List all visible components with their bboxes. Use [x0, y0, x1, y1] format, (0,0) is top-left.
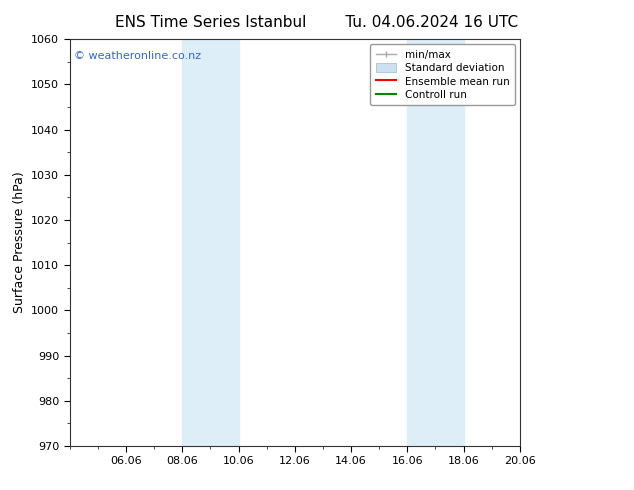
Text: ENS Time Series Istanbul        Tu. 04.06.2024 16 UTC: ENS Time Series Istanbul Tu. 04.06.2024 …: [115, 15, 519, 30]
Bar: [407, 39, 463, 446]
Bar: [183, 39, 238, 446]
Text: © weatheronline.co.nz: © weatheronline.co.nz: [74, 51, 202, 61]
Legend: min/max, Standard deviation, Ensemble mean run, Controll run: min/max, Standard deviation, Ensemble me…: [370, 45, 515, 105]
Y-axis label: Surface Pressure (hPa): Surface Pressure (hPa): [13, 172, 25, 314]
